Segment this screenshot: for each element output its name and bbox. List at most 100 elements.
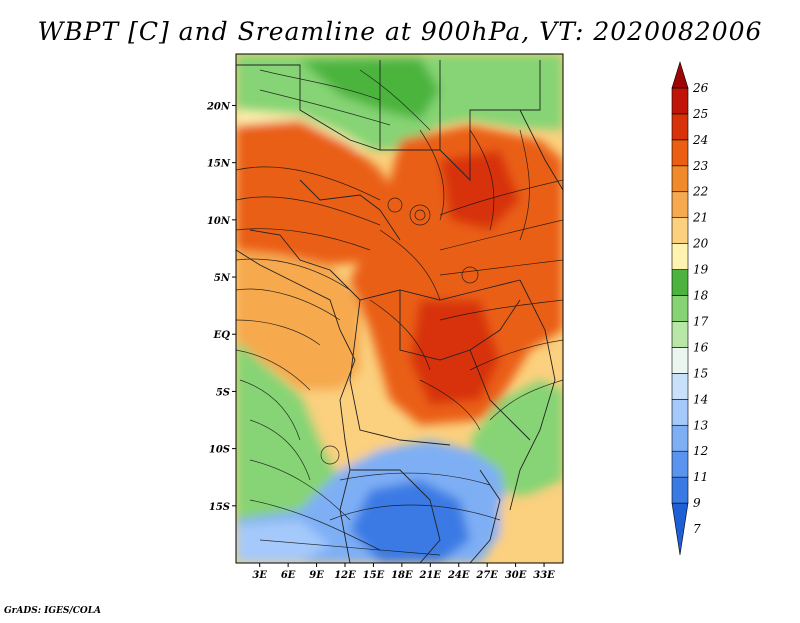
colorbar-swatch <box>671 295 689 322</box>
streamline-vortex <box>409 204 431 226</box>
boundary <box>349 299 451 446</box>
streamline <box>236 196 381 226</box>
colorbar-label: 7 <box>693 522 701 536</box>
boundary <box>249 229 331 271</box>
boundary <box>439 60 541 182</box>
colorbar-label: 21 <box>692 211 708 225</box>
colorbar-label: 12 <box>693 444 708 458</box>
south-atlantic-green <box>236 340 340 520</box>
streamline <box>249 419 311 481</box>
colorbar-swatch <box>671 476 689 504</box>
colorbar-label: 18 <box>693 289 709 303</box>
southern-plateau-deep-blue <box>350 480 470 563</box>
colorbar-swatch <box>671 373 689 400</box>
y-tick-label: 10S <box>209 445 230 456</box>
streamlines <box>236 69 563 556</box>
streamline <box>489 379 563 421</box>
boundary <box>509 279 556 511</box>
boundary <box>399 290 521 361</box>
streamline <box>339 472 491 486</box>
streamline <box>236 319 321 346</box>
y-tick-label: 20N <box>206 101 231 112</box>
x-tick-label: 12E <box>334 570 356 581</box>
boundary <box>469 349 531 441</box>
colorbar-swatch <box>671 165 689 193</box>
y-tick-label: 5S <box>216 387 230 398</box>
colorbar-swatch <box>671 217 689 244</box>
streamline-vortex <box>387 197 403 213</box>
streamline <box>259 69 381 101</box>
colorbar-swatch <box>671 191 689 218</box>
colorbar-label: 9 <box>693 496 701 510</box>
colorbar-swatch <box>671 399 689 426</box>
streamline <box>439 259 563 276</box>
streamline <box>239 379 301 441</box>
streamline-vortex <box>461 266 479 284</box>
streamline <box>439 179 563 216</box>
x-tick-label: 9E <box>309 570 324 581</box>
colorbar-swatch <box>671 450 689 478</box>
sahara-dark-green-region <box>300 58 440 120</box>
colorbar-swatch <box>671 269 689 296</box>
colorbar-label: 22 <box>692 185 708 199</box>
y-axis: 20N 15N 10N 5N EQ 5S 10S 15S <box>206 101 236 513</box>
x-tick-label: 27E <box>475 570 498 581</box>
streamline <box>259 539 441 556</box>
streamline <box>236 349 311 391</box>
streamline <box>329 504 501 521</box>
y-tick-label: 15S <box>209 502 230 513</box>
y-tick-label: 10N <box>207 216 231 227</box>
colorbar: 7 9 11 12 13 14 15 16 17 18 19 20 21 22 23 24 25 26 <box>671 60 709 556</box>
x-tick-label: 24E <box>447 570 470 581</box>
colorbar-label: 15 <box>693 366 708 380</box>
colorbar-swatch <box>671 243 689 270</box>
streamline <box>249 499 381 551</box>
congo-peak-region <box>410 300 500 405</box>
boundary <box>236 60 381 151</box>
streamline <box>439 219 563 251</box>
colorbar-swatch <box>671 113 689 141</box>
colorbar-label: 25 <box>692 107 708 121</box>
streamline <box>469 129 495 231</box>
credit-label: GrADS: IGES/COLA <box>4 606 101 616</box>
plot-frame <box>235 53 564 564</box>
streamline-vortex <box>320 445 340 465</box>
colorbar-label: 17 <box>693 314 709 328</box>
x-tick-label: 21E <box>419 570 442 581</box>
streamline <box>469 339 563 371</box>
colorbar-label: 20 <box>692 237 709 251</box>
colorbar-swatch <box>671 347 689 374</box>
chart-title: WBPT [C] and Sreamline at 900hPa, VT: 20… <box>38 17 763 46</box>
colorbar-swatch <box>671 139 689 167</box>
colorbar-label: 24 <box>692 133 708 147</box>
boundary <box>329 269 521 301</box>
streamline <box>419 129 445 221</box>
colorbar-label: 13 <box>693 418 709 432</box>
x-tick-label: 30E <box>505 570 527 581</box>
streamline <box>359 69 431 131</box>
boundary <box>519 109 563 191</box>
streamline <box>259 89 391 126</box>
colorbar-label: 14 <box>693 392 708 406</box>
southwest-light-blue <box>236 520 330 563</box>
southeast-yellow <box>500 490 563 563</box>
x-tick-label: 18E <box>391 570 413 581</box>
map-area <box>236 54 563 563</box>
colorbar-label: 26 <box>692 81 709 95</box>
colorbar-label: 19 <box>693 263 709 277</box>
y-tick-label: EQ <box>213 330 231 341</box>
streamline <box>419 379 481 431</box>
streamline <box>379 229 441 301</box>
colorbar-swatch <box>671 321 689 348</box>
streamline <box>236 228 371 251</box>
streamline <box>236 166 381 201</box>
country-boundaries <box>236 60 563 563</box>
colorbar-swatch <box>671 424 689 452</box>
coastline <box>339 359 356 563</box>
y-tick-label: 15N <box>207 159 231 170</box>
streamline-vortex <box>414 209 426 221</box>
y-tick-label: 5N <box>214 273 231 284</box>
colorbar-swatch <box>671 87 689 115</box>
boundary <box>469 469 501 563</box>
colorbar-swatch <box>671 502 689 556</box>
